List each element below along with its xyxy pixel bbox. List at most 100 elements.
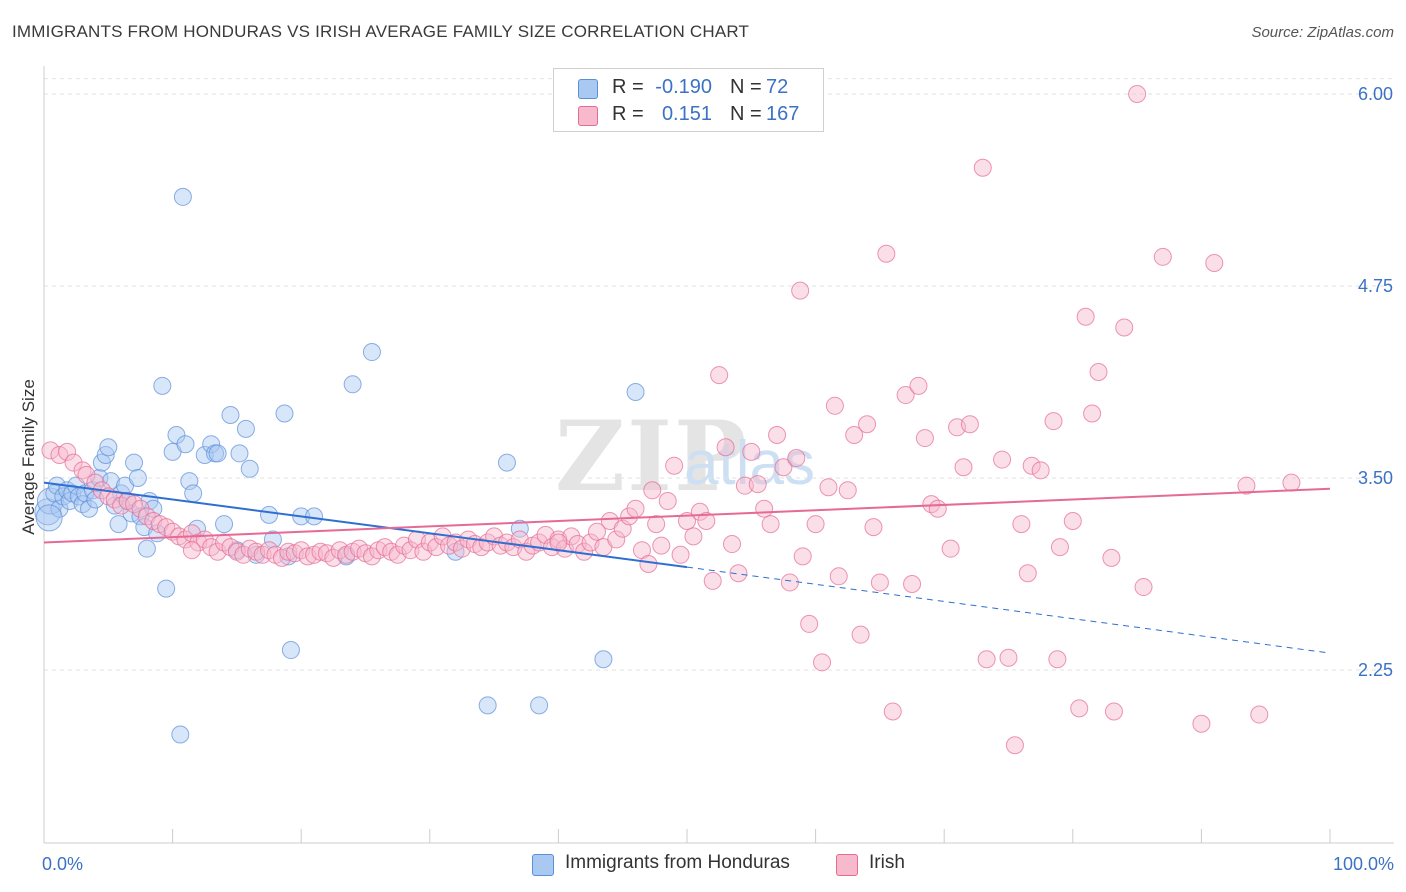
irish-point xyxy=(742,442,761,461)
irish-point xyxy=(587,522,606,541)
irish-point xyxy=(330,541,349,560)
irish-point xyxy=(999,648,1018,667)
irish-point xyxy=(647,515,666,534)
irish-point xyxy=(1012,515,1031,534)
irish-point xyxy=(607,530,626,549)
irish-point xyxy=(1134,578,1153,597)
honduras-point xyxy=(176,435,195,454)
legend-row-irish: R = 0.151 N = 167 xyxy=(554,102,823,128)
honduras-point xyxy=(510,519,529,538)
irish-point xyxy=(883,702,902,721)
y-tick-label: 6.00 xyxy=(1358,84,1393,104)
irish-point xyxy=(800,614,819,633)
y-tick-label: 3.50 xyxy=(1358,468,1393,488)
irish-point xyxy=(774,458,793,477)
legend-swatch-honduras xyxy=(578,79,598,99)
irish-point xyxy=(697,512,716,531)
irish-point xyxy=(960,415,979,434)
honduras-point xyxy=(157,579,176,598)
irish-point xyxy=(401,541,420,560)
irish-point xyxy=(639,555,658,574)
honduras-point xyxy=(221,406,240,425)
bottom-legend-swatch-honduras xyxy=(532,854,554,876)
irish-point xyxy=(279,542,298,561)
legend-row-honduras: R = -0.190 N = 72 xyxy=(554,75,823,101)
irish-point xyxy=(780,573,799,592)
honduras-point xyxy=(80,499,99,518)
irish-point xyxy=(182,541,201,560)
honduras-point xyxy=(128,469,147,487)
irish-point xyxy=(845,425,864,444)
irish-point xyxy=(620,507,639,526)
irish-point xyxy=(1083,404,1102,423)
irish-point xyxy=(472,538,491,557)
honduras-point xyxy=(173,187,192,206)
irish-point xyxy=(112,496,131,515)
honduras-point xyxy=(343,375,362,394)
irish-point xyxy=(858,415,877,434)
irish-point xyxy=(1048,650,1067,669)
honduras-point xyxy=(101,472,120,491)
irish-point xyxy=(1282,473,1301,492)
irish-point xyxy=(1031,461,1050,480)
honduras-point xyxy=(275,404,294,423)
irish-point xyxy=(253,545,272,564)
irish-point xyxy=(877,244,896,263)
irish-point xyxy=(1104,702,1123,721)
irish-point xyxy=(729,564,748,583)
irish-point xyxy=(819,478,838,497)
irish-point xyxy=(977,650,996,669)
y-axis-label: Average Family Size xyxy=(19,379,38,535)
honduras-point xyxy=(236,419,255,438)
irish-point xyxy=(643,481,662,500)
legend-r-label: R = xyxy=(612,76,644,98)
honduras-trend-extension xyxy=(686,566,1331,654)
x-tick-label: 0.0% xyxy=(42,854,83,874)
watermark-zip: ZIP xyxy=(555,400,749,513)
irish-point xyxy=(658,492,677,511)
irish-point xyxy=(870,573,889,592)
irish-point xyxy=(703,571,722,590)
irish-point xyxy=(1089,363,1108,382)
irish-point xyxy=(652,536,671,555)
irish-point xyxy=(1044,412,1063,431)
irish-point xyxy=(829,567,848,586)
irish-point xyxy=(813,653,832,672)
honduras-point xyxy=(171,725,190,744)
honduras-point xyxy=(497,453,516,472)
irish-point xyxy=(903,574,922,593)
irish-point xyxy=(1192,714,1211,733)
honduras-point xyxy=(362,343,381,362)
irish-point xyxy=(1153,247,1172,266)
irish-point xyxy=(1022,456,1041,475)
honduras-point xyxy=(263,530,282,549)
honduras-point xyxy=(208,444,227,463)
bottom-legend-swatch-irish xyxy=(836,854,858,876)
y-tick-label: 4.75 xyxy=(1358,276,1393,296)
irish-point xyxy=(787,449,806,468)
honduras-point xyxy=(109,515,128,534)
legend-r-value: -0.190 xyxy=(655,76,712,98)
irish-point xyxy=(58,442,77,461)
irish-point xyxy=(928,499,947,518)
irish-point xyxy=(791,281,810,300)
legend-n-label: N = xyxy=(730,76,762,98)
irish-point xyxy=(755,499,774,518)
irish-point xyxy=(896,386,915,405)
legend-r-value: 0.151 xyxy=(661,103,712,125)
honduras-point xyxy=(478,696,497,715)
honduras-point xyxy=(530,696,549,715)
irish-point xyxy=(64,453,83,472)
honduras-point xyxy=(144,499,163,518)
irish-point xyxy=(1250,705,1269,724)
legend-n-label: N = xyxy=(730,103,762,125)
irish-trend-line xyxy=(43,487,1331,544)
irish-point xyxy=(1102,548,1121,567)
irish-point xyxy=(851,625,870,644)
irish-point xyxy=(1050,538,1069,557)
honduras-point xyxy=(215,515,234,534)
honduras-point xyxy=(125,453,144,472)
irish-point xyxy=(1076,307,1095,326)
honduras-point xyxy=(230,444,249,463)
chart-title: IMMIGRANTS FROM HONDURAS VS IRISH AVERAG… xyxy=(12,22,750,41)
